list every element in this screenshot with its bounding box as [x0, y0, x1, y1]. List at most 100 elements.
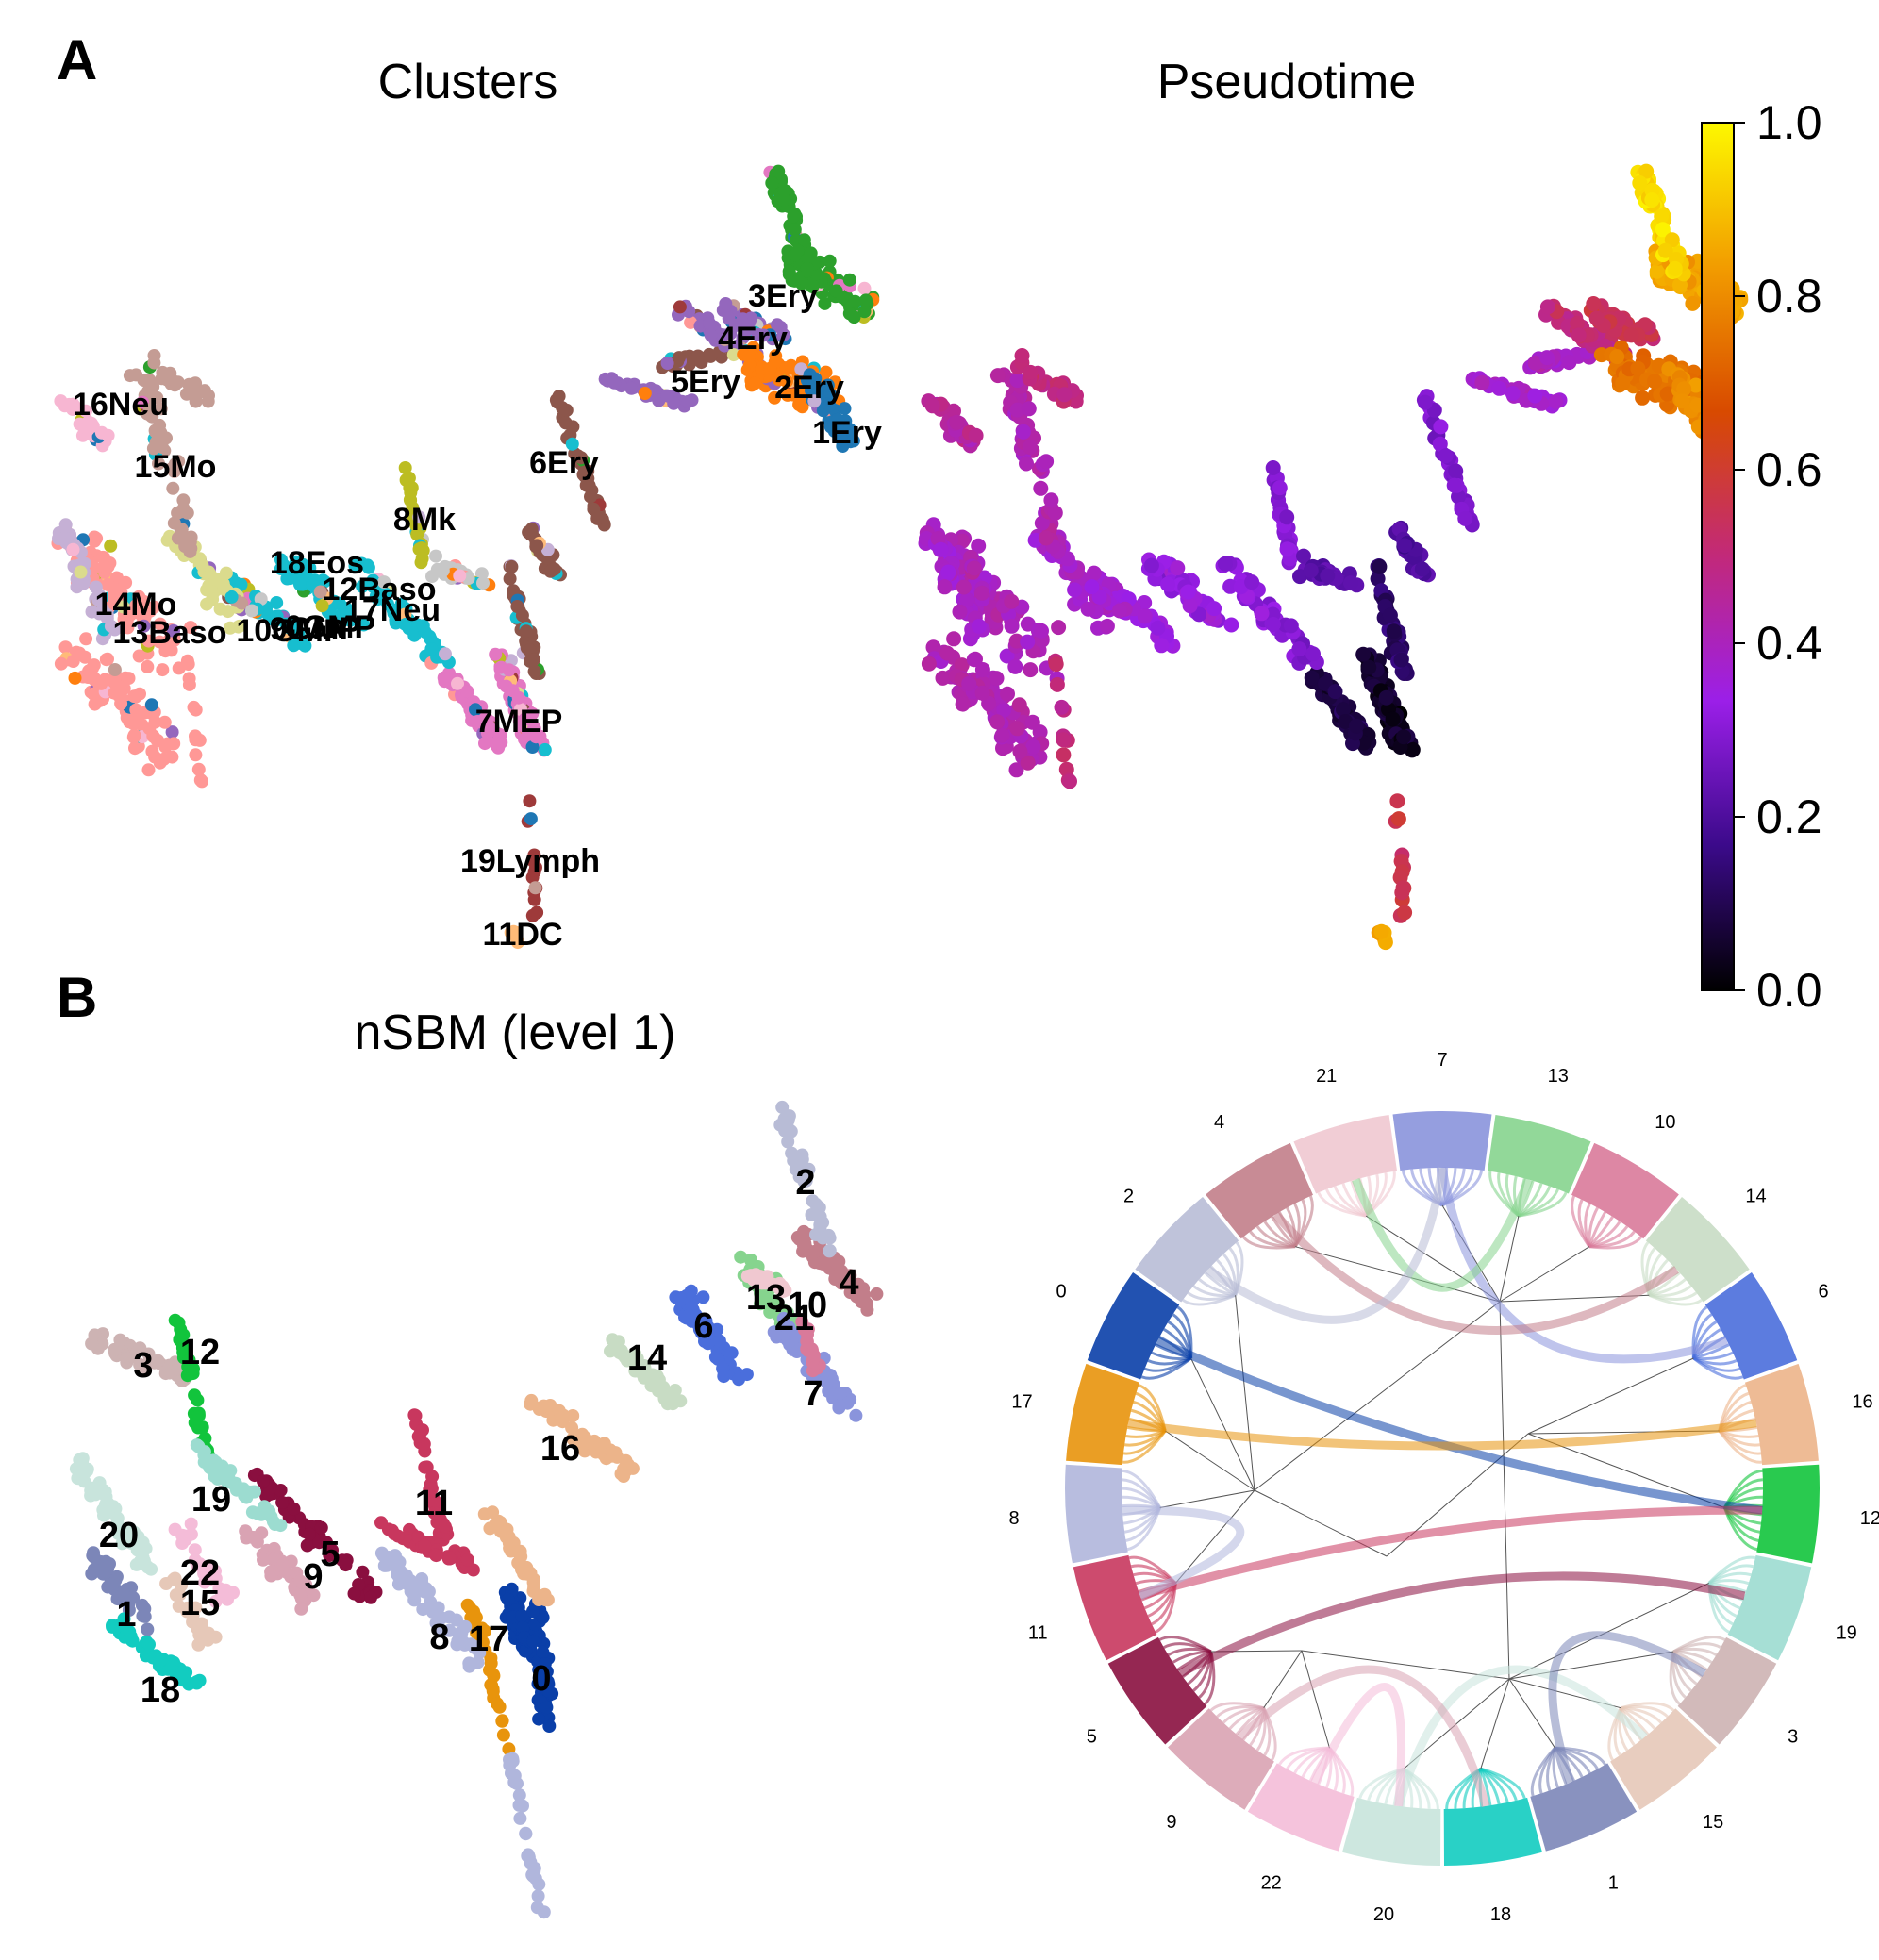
cluster-point	[79, 632, 93, 646]
nsbm-label-21: 21	[774, 1299, 814, 1338]
cluster-point	[224, 590, 239, 604]
cluster-point	[526, 653, 540, 667]
cluster-label-0gmp: 0GMP	[285, 609, 375, 645]
cluster-point	[550, 395, 564, 409]
pseudotime-point	[1007, 658, 1023, 674]
cluster-point	[155, 440, 169, 455]
pseudotime-point	[1019, 456, 1034, 472]
nsbm-point	[409, 1585, 424, 1599]
cluster-point	[66, 542, 80, 556]
circle-label-13: 13	[1548, 1066, 1569, 1087]
cluster-point	[283, 621, 297, 635]
cluster-point	[145, 744, 159, 758]
nsbm-point	[540, 1701, 554, 1715]
cluster-label-11dc: 11DC	[482, 917, 562, 953]
nsbm-point	[241, 1485, 256, 1499]
circle-sector-8	[1065, 1464, 1128, 1564]
pseudotime-point	[1393, 652, 1409, 668]
cluster-point	[129, 703, 143, 717]
circle-label-9: 9	[1166, 1812, 1176, 1833]
nsbm-point	[521, 1849, 535, 1863]
pseudotime-point	[1254, 606, 1270, 622]
cluster-point	[99, 653, 113, 667]
pseudotime-point	[1265, 460, 1281, 475]
circle-label-5: 5	[1087, 1726, 1097, 1747]
cluster-point	[790, 243, 805, 257]
nsbm-point	[806, 1349, 821, 1362]
nsbm-point	[833, 1387, 847, 1401]
pseudotime-point	[966, 560, 982, 576]
cluster-point	[439, 647, 452, 661]
pseudotime-point	[971, 618, 987, 634]
circle-label-16: 16	[1852, 1391, 1872, 1412]
cluster-point	[519, 624, 533, 639]
pseudotime-point	[1674, 393, 1690, 409]
cluster-point	[405, 481, 419, 495]
cluster-point	[123, 369, 137, 383]
cluster-point	[315, 599, 329, 613]
cluster-point	[722, 311, 736, 325]
cluster-point	[784, 358, 798, 373]
pseudotime-point	[966, 652, 982, 668]
clusters-labels: 3Ery 4Ery 5Ery 2Ery 1Ery 6Ery 16Neu 15Mo 8Mk 18Eo…	[73, 278, 882, 953]
pseudotime-point	[1457, 510, 1473, 526]
nsbm-label-11: 11	[415, 1484, 453, 1523]
cluster-point	[377, 575, 391, 590]
cluster-point	[471, 715, 485, 728]
cluster-point	[54, 656, 68, 671]
nsbm-label-8: 8	[429, 1618, 449, 1657]
pseudotime-point	[1180, 584, 1196, 600]
cluster-point	[153, 756, 167, 770]
pseudotime-point	[1448, 463, 1464, 479]
nsbm-point	[870, 1287, 884, 1301]
cluster-point	[412, 542, 426, 556]
cluster-point	[590, 511, 605, 525]
cluster-point	[489, 736, 503, 750]
pseudotime-point	[1170, 560, 1186, 576]
pseudotime-point	[1039, 454, 1055, 470]
pseudotime-point	[1154, 638, 1170, 654]
cluster-point	[797, 233, 811, 247]
pseudotime-point	[1305, 646, 1321, 662]
cluster-point	[460, 685, 474, 699]
nsbm-label-16: 16	[540, 1429, 580, 1469]
pseudotime-point	[1446, 477, 1462, 493]
nsbm-point	[531, 1889, 545, 1903]
cluster-point	[525, 740, 540, 754]
nsbm-label-14: 14	[627, 1338, 667, 1378]
nsbm-point	[192, 1628, 207, 1642]
cluster-point	[494, 660, 508, 674]
pseudotime-point	[1320, 568, 1336, 584]
cluster-point	[114, 696, 128, 710]
pseudotime-point	[1182, 598, 1198, 614]
pseudotime-point	[989, 671, 1005, 687]
nsbm-label-1: 1	[116, 1595, 136, 1635]
cluster-point	[772, 164, 786, 178]
pseudotime-point	[1067, 582, 1083, 598]
cluster-point	[780, 374, 793, 389]
clusters-title: Clusters	[378, 55, 558, 109]
cluster-point	[565, 437, 579, 451]
cluster-point	[847, 310, 861, 324]
cluster-point	[829, 284, 843, 298]
cluster-point	[407, 628, 422, 642]
nsbm-point	[460, 1553, 474, 1567]
cluster-point	[108, 586, 121, 600]
cluster-point	[489, 647, 503, 661]
cluster-point	[158, 715, 172, 729]
pseudotime-point	[1054, 699, 1070, 715]
pseudotime-point	[1382, 607, 1398, 623]
nsbm-point	[429, 1549, 443, 1563]
pseudotime-point	[1373, 923, 1389, 939]
cluster-point	[436, 563, 450, 577]
cluster-point	[398, 461, 412, 474]
cluster-point	[529, 730, 543, 744]
pseudotime-point	[1004, 593, 1020, 609]
pseudotime-point	[961, 675, 977, 691]
nsbm-point	[524, 1393, 539, 1407]
pseudotime-point	[1588, 310, 1605, 326]
nsbm-label-12: 12	[180, 1333, 220, 1372]
cluster-point	[719, 297, 733, 310]
nsbm-point	[779, 1121, 793, 1136]
pseudotime-point	[1667, 260, 1683, 276]
